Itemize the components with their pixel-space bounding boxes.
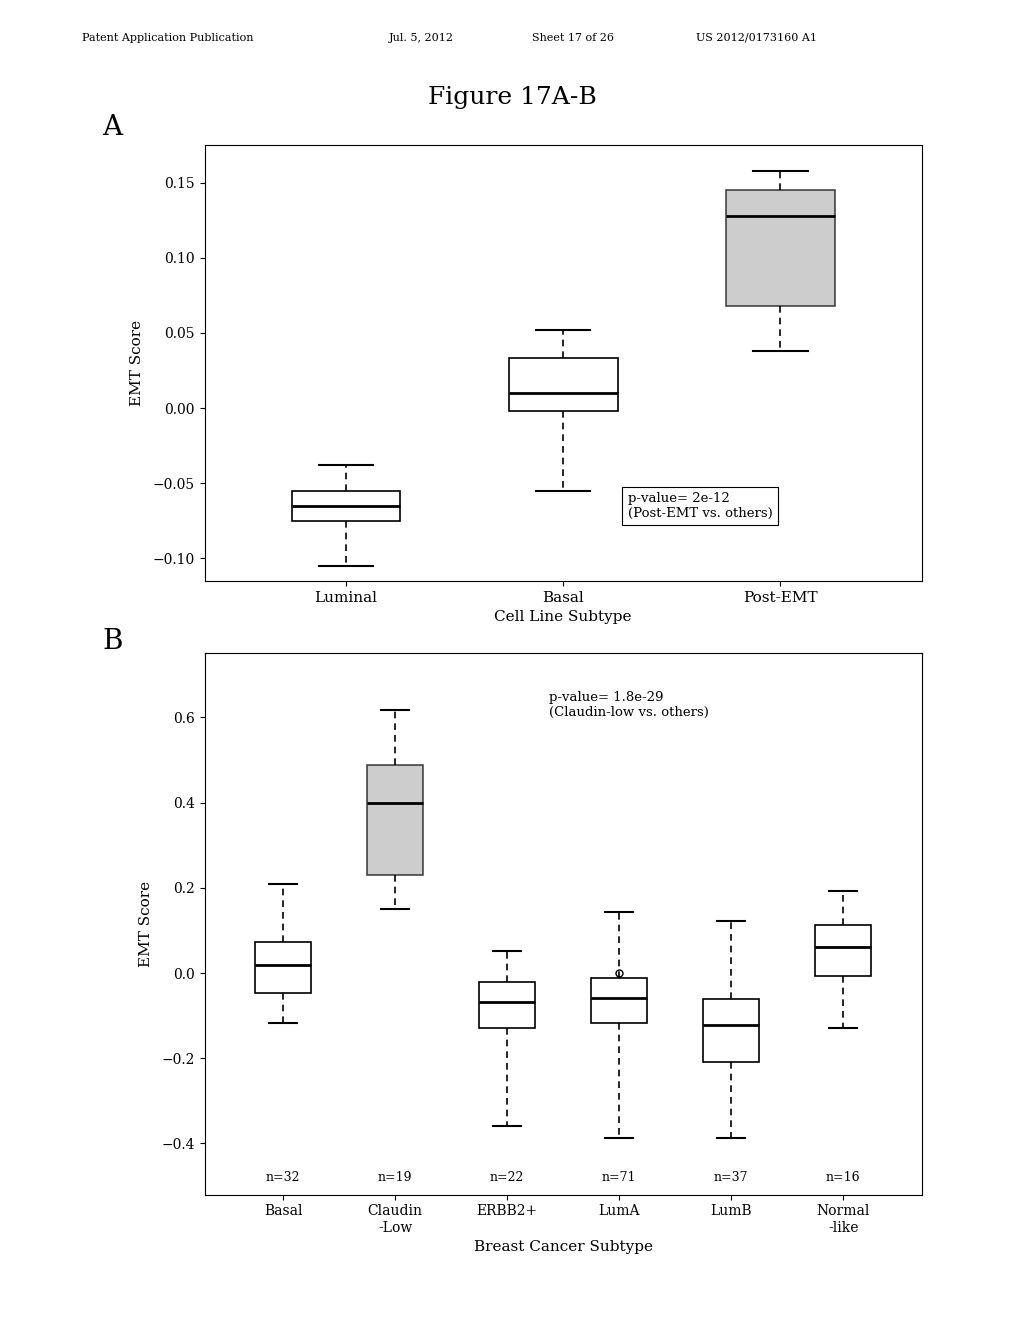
Text: n=22: n=22 — [490, 1171, 524, 1184]
PathPatch shape — [726, 190, 835, 306]
PathPatch shape — [703, 999, 759, 1061]
Text: n=19: n=19 — [378, 1171, 413, 1184]
Text: n=71: n=71 — [602, 1171, 637, 1184]
Text: p-value= 2e-12
(Post-EMT vs. others): p-value= 2e-12 (Post-EMT vs. others) — [628, 492, 772, 520]
Text: A: A — [102, 114, 123, 141]
Text: p-value= 1.8e-29
(Claudin-low vs. others): p-value= 1.8e-29 (Claudin-low vs. others… — [549, 692, 709, 719]
Y-axis label: EMT Score: EMT Score — [139, 880, 154, 968]
PathPatch shape — [255, 942, 311, 994]
PathPatch shape — [479, 982, 536, 1028]
X-axis label: Cell Line Subtype: Cell Line Subtype — [495, 610, 632, 624]
Text: Patent Application Publication: Patent Application Publication — [82, 33, 253, 44]
X-axis label: Breast Cancer Subtype: Breast Cancer Subtype — [474, 1239, 652, 1254]
Text: Figure 17A-B: Figure 17A-B — [428, 86, 596, 108]
Text: Jul. 5, 2012: Jul. 5, 2012 — [389, 33, 454, 44]
PathPatch shape — [509, 359, 617, 411]
Text: B: B — [102, 628, 123, 656]
Text: n=16: n=16 — [826, 1171, 860, 1184]
Text: n=32: n=32 — [266, 1171, 300, 1184]
PathPatch shape — [368, 766, 423, 875]
Y-axis label: EMT Score: EMT Score — [130, 319, 144, 407]
PathPatch shape — [591, 978, 647, 1023]
PathPatch shape — [815, 925, 871, 977]
Text: n=37: n=37 — [714, 1171, 749, 1184]
PathPatch shape — [292, 491, 400, 520]
Text: Sheet 17 of 26: Sheet 17 of 26 — [532, 33, 614, 44]
Text: US 2012/0173160 A1: US 2012/0173160 A1 — [696, 33, 817, 44]
